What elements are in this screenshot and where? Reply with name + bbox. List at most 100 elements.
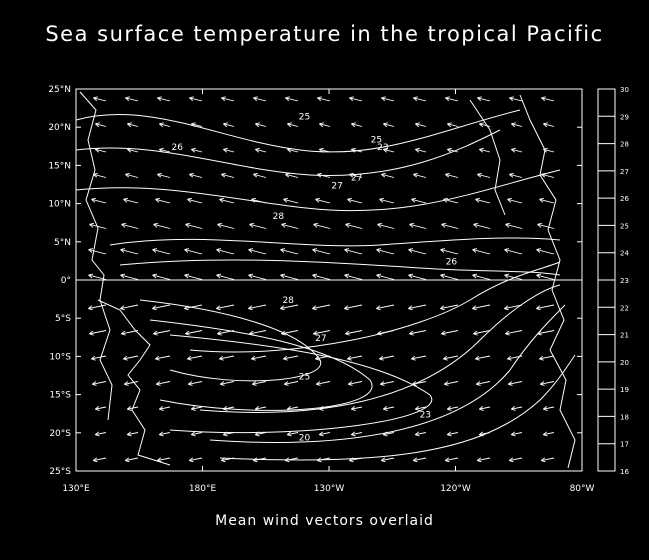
- wind-vector-head: [185, 330, 190, 336]
- wind-vector-head: [379, 381, 385, 386]
- wind-vector-shaft: [285, 97, 299, 102]
- wind-vector-shaft: [189, 173, 203, 178]
- wind-vector-shaft: [216, 274, 235, 280]
- wind-vector: [281, 222, 299, 229]
- wind-vector-shaft: [376, 274, 395, 280]
- wind-vector-shaft: [479, 406, 491, 410]
- wind-vector-shaft: [408, 274, 427, 280]
- wind-vector: [190, 431, 203, 437]
- wind-vector-shaft: [543, 406, 555, 410]
- wind-vector-head: [312, 273, 318, 279]
- wind-vector-head: [441, 330, 446, 336]
- wind-vector: [152, 248, 171, 255]
- wind-vector-shaft: [415, 406, 427, 410]
- wind-vector-head: [254, 406, 260, 411]
- wind-vector-shaft: [287, 148, 299, 153]
- wind-vector: [377, 222, 395, 229]
- wind-vector: [220, 457, 235, 463]
- wind-vector-shaft: [88, 274, 107, 280]
- wind-vector-head: [89, 222, 95, 228]
- wind-vector-shaft: [191, 432, 203, 436]
- wind-vector-shaft: [283, 355, 299, 360]
- wind-vector-head: [124, 457, 130, 463]
- wind-vector: [475, 197, 491, 204]
- wind-vector-shaft: [351, 123, 363, 127]
- wind-vector: [221, 172, 235, 178]
- wind-vector-head: [508, 457, 514, 463]
- wind-vector-head: [157, 172, 162, 178]
- wind-vector: [440, 304, 459, 311]
- wind-vector: [253, 172, 267, 178]
- wind-vector: [319, 122, 331, 128]
- wind-vector-head: [120, 248, 126, 253]
- colorbar-label: 29: [620, 113, 629, 121]
- wind-vector: [184, 273, 203, 280]
- wind-vector-head: [472, 248, 478, 253]
- wind-vector-shaft: [95, 148, 107, 153]
- wind-vector-shaft: [536, 274, 555, 280]
- wind-vector-head: [377, 222, 383, 228]
- wind-vector-head: [127, 147, 132, 153]
- wind-vector: [187, 197, 203, 204]
- wind-vector-shaft: [441, 330, 459, 335]
- wind-vector: [158, 431, 171, 437]
- wind-vector: [284, 457, 299, 463]
- wind-vector-shaft: [221, 173, 235, 178]
- wind-vector: [287, 147, 299, 153]
- wind-vector: [382, 406, 395, 411]
- wind-vector: [252, 457, 267, 463]
- wind-vector-shaft: [219, 198, 235, 204]
- wind-vector-shaft: [536, 304, 555, 310]
- y-tick-label: 15°S: [49, 391, 71, 401]
- wind-vector-head: [347, 355, 352, 361]
- wind-vector-head: [351, 122, 356, 128]
- wind-vector-head: [216, 273, 222, 279]
- wind-vector-head: [184, 248, 190, 253]
- wind-vector-head: [155, 197, 160, 203]
- wind-vector-head: [251, 381, 257, 386]
- wind-vector-head: [440, 273, 446, 279]
- wind-vector-shaft: [445, 173, 459, 178]
- wind-vector-head: [217, 330, 222, 336]
- wind-vector-head: [315, 381, 321, 386]
- wind-vector: [478, 431, 491, 437]
- wind-vector: [317, 172, 331, 178]
- wind-vector-head: [446, 406, 452, 411]
- wind-vector-shaft: [536, 249, 555, 255]
- wind-vector: [251, 381, 267, 386]
- wind-vector-shaft: [316, 381, 331, 385]
- wind-vector: [95, 122, 107, 128]
- wind-vector-shaft: [125, 457, 139, 462]
- contour-label: 27: [331, 181, 342, 191]
- wind-vector-head: [188, 457, 194, 463]
- wind-vector-shaft: [248, 304, 267, 310]
- wind-vector: [89, 222, 107, 229]
- wind-vector-shaft: [253, 457, 267, 462]
- wind-vector-shaft: [408, 304, 427, 310]
- wind-vector-shaft: [127, 432, 139, 436]
- wind-vector-head: [222, 431, 228, 437]
- wind-vector-head: [504, 305, 509, 311]
- wind-vector-shaft: [280, 304, 299, 310]
- wind-vector: [413, 172, 427, 178]
- wind-vector-head: [254, 431, 260, 437]
- wind-vector-shaft: [153, 223, 171, 229]
- wind-vector-shaft: [509, 97, 523, 102]
- colorbar-label: 26: [620, 195, 629, 203]
- wind-vector-head: [536, 248, 542, 253]
- wind-vector: [348, 457, 363, 463]
- wind-vector-head: [222, 406, 228, 411]
- wind-vector-head: [281, 330, 286, 336]
- wind-vector-shaft: [511, 432, 523, 436]
- colorbar: 30 29 28 27 26 25 24 23 22 21 20 19 18 17 16: [597, 86, 629, 476]
- wind-vector-head: [91, 197, 96, 203]
- wind-vector-shaft: [127, 148, 139, 153]
- y-tick-label: 20°S: [49, 429, 71, 439]
- wind-vector-shaft: [475, 198, 491, 204]
- wind-vector-head: [159, 122, 164, 128]
- wind-vector: [539, 197, 555, 204]
- wind-vector-shaft: [248, 249, 267, 255]
- wind-vector-shaft: [344, 249, 363, 255]
- wind-vector-shaft: [120, 274, 139, 280]
- wind-vector-head: [409, 330, 414, 336]
